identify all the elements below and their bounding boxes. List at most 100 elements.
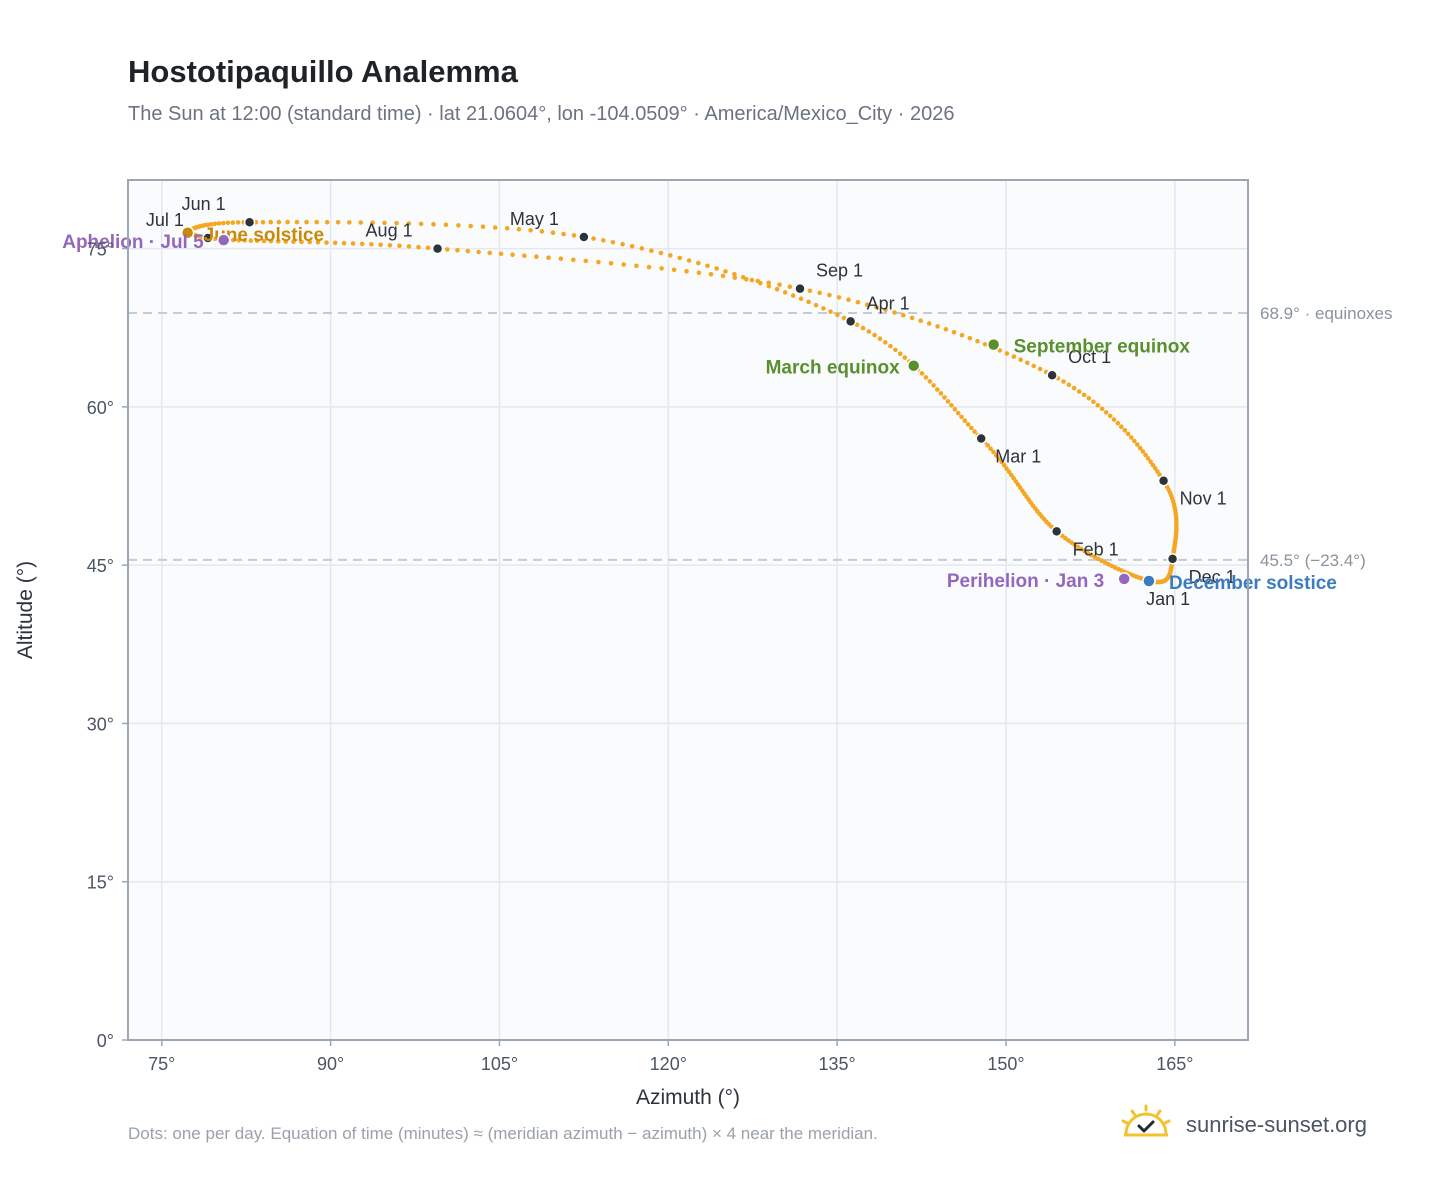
month-marker bbox=[431, 242, 444, 255]
day-dot bbox=[583, 258, 589, 264]
day-dot bbox=[790, 293, 796, 298]
day-dot bbox=[629, 244, 635, 249]
day-dot bbox=[231, 237, 236, 243]
y-tick-label: 0° bbox=[97, 1031, 114, 1051]
day-dot bbox=[291, 239, 296, 244]
day-dot bbox=[1092, 554, 1098, 560]
day-dot bbox=[860, 325, 866, 331]
day-dot bbox=[1081, 392, 1087, 398]
day-dot bbox=[777, 282, 782, 288]
day-dot bbox=[370, 220, 375, 225]
day-dot bbox=[1145, 456, 1151, 461]
analemma-curve bbox=[188, 219, 1179, 585]
y-tick-label: 15° bbox=[87, 873, 114, 893]
day-dot bbox=[988, 446, 993, 452]
day-dot bbox=[1148, 459, 1153, 465]
day-dot bbox=[864, 302, 870, 308]
day-dot bbox=[1140, 449, 1146, 454]
x-tick-label: 150° bbox=[987, 1054, 1024, 1074]
day-dot bbox=[1135, 442, 1140, 447]
day-dot bbox=[901, 312, 906, 318]
month-label: Mar 1 bbox=[995, 447, 1041, 467]
month-label: Sep 1 bbox=[816, 261, 863, 281]
chart-title: Hostotipaquillo Analemma bbox=[128, 54, 518, 89]
y-tick-label: 60° bbox=[87, 398, 114, 418]
day-dot bbox=[994, 453, 999, 458]
day-dot bbox=[406, 221, 412, 226]
day-dot bbox=[487, 250, 493, 256]
day-dot bbox=[476, 249, 481, 255]
day-dot bbox=[892, 310, 897, 315]
day-dot bbox=[766, 280, 771, 286]
day-dot bbox=[671, 267, 677, 273]
day-dot bbox=[827, 292, 832, 298]
event-label: September equinox bbox=[1014, 337, 1191, 358]
day-dot bbox=[877, 336, 883, 342]
day-dot bbox=[952, 406, 958, 412]
day-dot bbox=[649, 248, 654, 253]
day-dot bbox=[931, 383, 936, 388]
sun-check-icon bbox=[1120, 1104, 1172, 1145]
month-marker bbox=[1157, 474, 1170, 487]
x-tick-label: 90° bbox=[317, 1054, 344, 1074]
day-dot bbox=[516, 227, 522, 232]
day-dot bbox=[755, 278, 760, 284]
day-dot bbox=[732, 271, 737, 277]
y-tick-label: 75° bbox=[87, 240, 114, 260]
day-dot bbox=[1095, 403, 1101, 408]
month-marker bbox=[794, 282, 806, 295]
y-tick-label: 30° bbox=[87, 714, 114, 734]
day-dot bbox=[888, 343, 893, 349]
month-marker bbox=[844, 315, 857, 328]
day-dot bbox=[610, 240, 616, 245]
day-dot bbox=[465, 248, 471, 254]
day-dot bbox=[723, 269, 728, 274]
day-dot bbox=[897, 351, 903, 357]
day-dot bbox=[445, 247, 450, 252]
day-dot bbox=[658, 250, 664, 256]
day-dot bbox=[909, 315, 915, 321]
brand-name[interactable]: sunrise-sunset.org bbox=[1186, 1111, 1367, 1137]
day-dot bbox=[955, 410, 961, 416]
day-dot bbox=[828, 309, 833, 314]
day-dot bbox=[608, 261, 614, 266]
chart-subtitle: The Sun at 12:00 (standard time) · lat 2… bbox=[128, 103, 955, 125]
day-dot bbox=[248, 238, 254, 243]
day-dot bbox=[1018, 357, 1023, 363]
day-dot bbox=[696, 270, 702, 276]
day-dot bbox=[720, 273, 726, 279]
day-dot bbox=[817, 290, 822, 296]
day-dot bbox=[962, 418, 968, 424]
day-dot bbox=[539, 229, 545, 234]
day-dot bbox=[283, 239, 289, 244]
day-dot bbox=[431, 222, 436, 227]
day-dot bbox=[1072, 542, 1077, 548]
day-dot bbox=[443, 222, 449, 228]
day-dot bbox=[1082, 548, 1087, 554]
day-dot bbox=[1001, 463, 1007, 468]
day-dot bbox=[1099, 406, 1105, 412]
day-dot bbox=[212, 221, 218, 227]
day-dot bbox=[744, 277, 749, 282]
day-dot bbox=[855, 299, 861, 305]
day-dot bbox=[261, 238, 267, 244]
day-dot bbox=[416, 244, 421, 250]
day-dot bbox=[276, 239, 281, 244]
day-dot bbox=[1076, 389, 1082, 394]
day-dot bbox=[324, 240, 329, 245]
day-dot bbox=[927, 379, 933, 384]
day-dot bbox=[997, 348, 1003, 353]
day-dot bbox=[1037, 366, 1043, 372]
day-dot bbox=[959, 332, 965, 338]
day-dot bbox=[268, 219, 274, 225]
day-dot bbox=[268, 238, 274, 244]
day-dot bbox=[935, 324, 940, 329]
day-dot bbox=[996, 456, 1002, 462]
day-dot bbox=[1061, 379, 1066, 384]
day-dot bbox=[1137, 445, 1143, 451]
day-dot bbox=[276, 219, 282, 225]
day-dot bbox=[254, 238, 260, 244]
brand[interactable]: sunrise-sunset.org bbox=[1120, 1104, 1367, 1145]
y-axis-label: Altitude (°) bbox=[14, 561, 37, 659]
